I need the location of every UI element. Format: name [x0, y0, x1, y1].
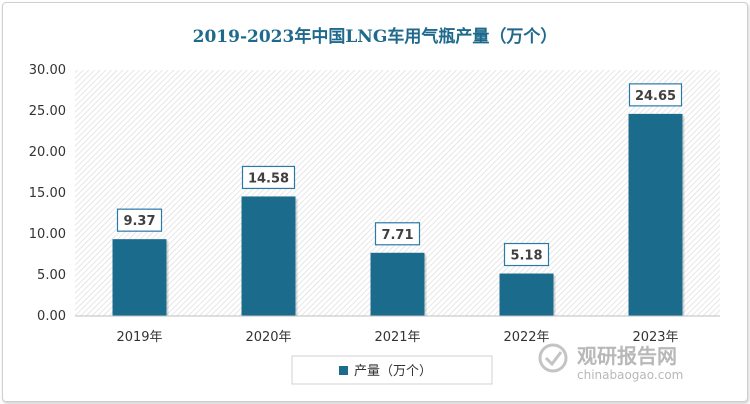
bar [241, 196, 296, 316]
legend-swatch [339, 366, 348, 375]
legend-label: 产量（万个） [354, 364, 432, 379]
data-label: 24.65 [635, 89, 676, 104]
y-tick-label: 5.00 [37, 268, 66, 283]
data-label: 5.18 [510, 249, 542, 264]
x-tick-label: 2019年 [116, 330, 162, 345]
watermark-name: 观研报告网 [577, 344, 677, 368]
y-tick-label: 30.00 [29, 63, 66, 78]
bar [370, 252, 425, 316]
y-tick-label: 10.00 [29, 227, 66, 242]
watermark: 观研报告网 chinabaogao.com [538, 343, 683, 382]
y-tick-label: 15.00 [29, 186, 66, 201]
data-label-box [116, 208, 163, 232]
x-tick-label: 2023年 [632, 330, 678, 345]
legend-box [291, 355, 493, 385]
x-tick-label: 2022年 [503, 330, 549, 345]
data-label-box [374, 222, 421, 246]
data-label-box [503, 242, 550, 267]
data-label: 14.58 [248, 171, 289, 186]
bar [499, 273, 554, 316]
bar [628, 113, 683, 317]
legend: 产量（万个） [291, 355, 493, 385]
x-tick-label: 2020年 [245, 330, 291, 345]
x-tick-label: 2021年 [374, 330, 420, 345]
data-label-box [241, 165, 296, 190]
y-tick-label: 25.00 [29, 104, 66, 119]
data-label: 9.37 [123, 214, 155, 229]
data-label: 7.71 [381, 228, 413, 243]
logo-icon [538, 343, 568, 373]
y-tick-label: 0.00 [37, 309, 66, 324]
y-tick-label: 20.00 [29, 145, 66, 160]
watermark-url: chinabaogao.com [577, 368, 683, 382]
chart-title: 2019-2023年中国LNG车用气瓶产量（万个） [193, 26, 558, 47]
data-label-box [628, 83, 683, 107]
bar [112, 239, 167, 316]
